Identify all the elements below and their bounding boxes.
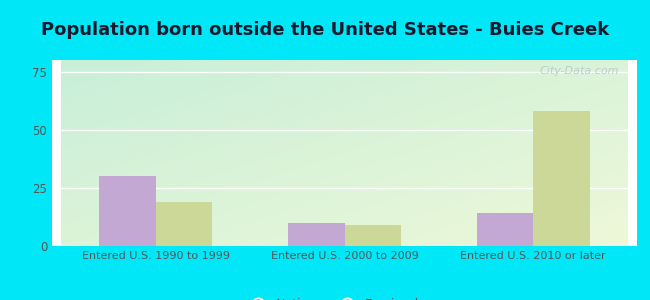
Bar xyxy=(288,223,344,246)
Text: City-Data.com: City-Data.com xyxy=(540,66,619,76)
Bar xyxy=(533,111,590,246)
Bar xyxy=(156,202,213,246)
Text: Population born outside the United States - Buies Creek: Population born outside the United State… xyxy=(41,21,609,39)
Bar xyxy=(99,176,156,246)
Bar xyxy=(344,225,401,246)
Legend: Native, Foreign-born: Native, Foreign-born xyxy=(240,293,448,300)
Bar xyxy=(476,214,533,246)
